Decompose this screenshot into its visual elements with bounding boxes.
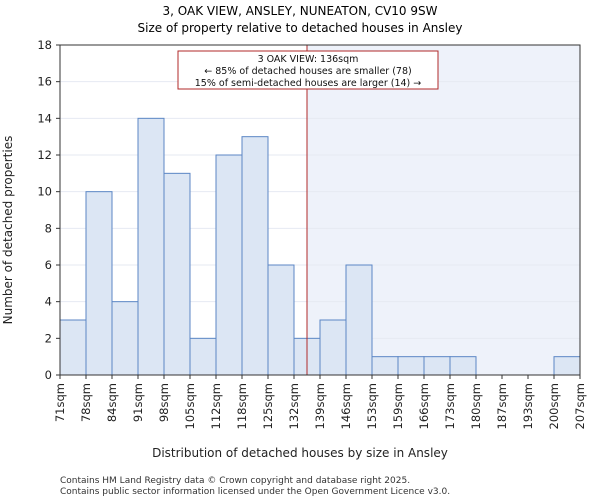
x-tick-label: 139sqm	[313, 383, 327, 429]
bar	[319, 319, 347, 376]
bar	[553, 356, 581, 376]
x-tick-label: 84sqm	[105, 383, 119, 422]
y-axis-label: Number of detached properties	[1, 136, 15, 325]
x-tick-label: 78sqm	[79, 383, 93, 422]
bar	[85, 191, 113, 376]
bar	[59, 319, 87, 376]
x-tick-label: 166sqm	[417, 383, 431, 429]
bar	[371, 356, 399, 376]
bar	[241, 136, 269, 376]
bar	[449, 356, 477, 376]
bar	[189, 337, 217, 376]
y-tick-label: 2	[45, 331, 52, 345]
x-tick-label: 193sqm	[521, 383, 535, 429]
x-tick-label: 132sqm	[287, 383, 301, 429]
bars	[59, 117, 581, 376]
x-tick-label: 71sqm	[53, 383, 67, 422]
y-tick-label: 8	[45, 221, 52, 235]
bar	[267, 264, 295, 376]
y-tick-label: 4	[45, 295, 52, 309]
bar	[215, 154, 243, 376]
bar	[163, 172, 191, 376]
bar	[345, 264, 373, 376]
footer-line-2: Contains public sector information licen…	[60, 487, 450, 497]
x-tick-label: 105sqm	[183, 383, 197, 429]
x-tick-label: 173sqm	[443, 383, 457, 429]
bar	[397, 356, 425, 376]
bar	[111, 301, 139, 376]
x-tick-label: 118sqm	[235, 383, 249, 429]
plot-frame	[59, 44, 581, 376]
bar	[137, 117, 165, 376]
x-tick-label: 180sqm	[469, 383, 483, 429]
y-tick-label: 10	[37, 185, 52, 199]
x-tick-label: 91sqm	[131, 383, 145, 422]
y-tick-label: 16	[37, 75, 52, 89]
x-tick-label: 159sqm	[391, 383, 405, 429]
y-tick-label: 12	[37, 148, 52, 162]
y-tick-label: 6	[45, 258, 52, 272]
x-tick-label: 187sqm	[495, 383, 509, 429]
annotation-line-1: 3 OAK VIEW: 136sqm	[258, 54, 359, 65]
annotation-box: 3 OAK VIEW: 136sqm ← 85% of detached hou…	[177, 50, 439, 90]
bar	[423, 356, 451, 376]
y-tick-label: 0	[45, 368, 52, 382]
x-axis-label: Distribution of detached houses by size …	[152, 446, 448, 460]
x-tick-label: 98sqm	[157, 383, 171, 422]
x-tick-label: 146sqm	[339, 383, 353, 429]
annotation-line-3: 15% of semi-detached houses are larger (…	[195, 78, 422, 89]
x-tick-label: 125sqm	[261, 383, 275, 429]
annotation-border	[177, 50, 439, 90]
x-tick-label: 112sqm	[209, 383, 223, 429]
x-tick-label: 153sqm	[365, 383, 379, 429]
y-axis-ticks: 0 2 4 6 8 10 12 14 16 18	[37, 38, 60, 382]
chart-subtitle: Size of property relative to detached ho…	[138, 21, 463, 35]
y-tick-label: 18	[37, 38, 52, 52]
annotation-line-2: ← 85% of detached houses are smaller (78…	[204, 66, 411, 77]
chart-title: 3, OAK VIEW, ANSLEY, NUNEATON, CV10 9SW	[162, 4, 437, 18]
x-tick-label: 207sqm	[573, 383, 587, 429]
x-axis-ticks: 71sqm 78sqm 84sqm 91sqm 98sqm 105sqm 112sqm 118…	[53, 375, 587, 429]
y-tick-label: 14	[37, 111, 52, 125]
x-tick-label: 200sqm	[547, 383, 561, 429]
footer-line-1: Contains HM Land Registry data © Crown c…	[60, 476, 410, 486]
